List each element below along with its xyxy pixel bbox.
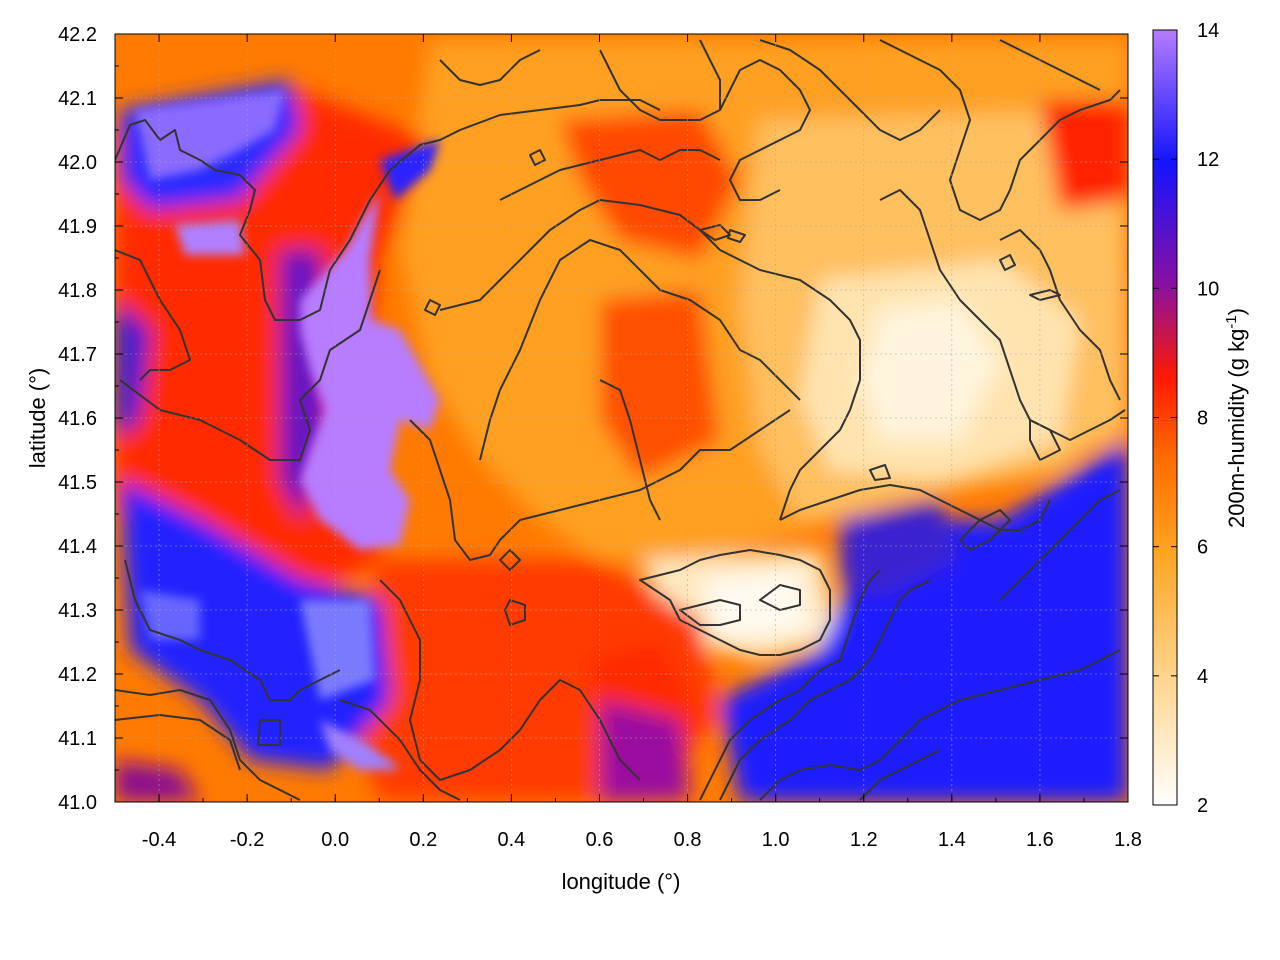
contour-line (529, 149, 546, 166)
y-tick-label: 41.8 (58, 280, 97, 302)
y-tick-label: 41.5 (58, 472, 97, 494)
contour-line (599, 49, 811, 201)
colorbar-label: 200m-humidity (g kg-1) (1223, 308, 1249, 528)
contour-line (1029, 419, 1061, 461)
contour-line (115, 689, 301, 801)
x-tick-label: 0.8 (674, 829, 702, 851)
contour-line (409, 409, 791, 561)
contour-line (379, 579, 641, 781)
colorbar-label-sup: -1 (1223, 315, 1240, 328)
colorbar-tick-label: 2 (1197, 795, 1208, 817)
y-tick-label: 42.0 (58, 152, 97, 174)
contour-line (999, 254, 1016, 271)
contour-line (727, 229, 746, 243)
x-axis: -0.4 -0.2 0.0 0.2 0.4 0.6 0.8 1.0 1.2 1.4 1.6 1.8 (114, 34, 1142, 851)
x-tick-label: 1.8 (1114, 829, 1142, 851)
contour-line (879, 189, 1126, 441)
contour-line (115, 99, 661, 321)
x-tick-label: 0.2 (409, 829, 437, 851)
y-tick-label: 42.2 (58, 24, 97, 46)
contour-line (639, 549, 831, 656)
colorbar-tick-label: 14 (1197, 20, 1219, 42)
contour-line (759, 39, 941, 141)
y-tick-label: 41.9 (58, 216, 97, 238)
x-tick-label: 1.2 (850, 829, 878, 851)
contour-line (699, 39, 721, 110)
contour-line (999, 229, 1121, 401)
colorbar-label-main: 200m-humidity (g kg (1224, 329, 1249, 528)
x-tick-label: 1.0 (762, 829, 790, 851)
contour-line (439, 49, 541, 86)
x-tick-label: 0.6 (586, 829, 614, 851)
contour-line (999, 39, 1101, 91)
contour-line (499, 549, 521, 571)
y-tick-label: 41.2 (58, 664, 97, 686)
contour-lines (115, 39, 1126, 801)
contour-line (699, 224, 731, 241)
contour-line (959, 509, 1011, 551)
contour-line (999, 489, 1121, 601)
colorbar-tick-label: 12 (1197, 149, 1219, 171)
contour-line (115, 714, 241, 771)
y-tick-label: 42.1 (58, 88, 97, 110)
x-tick-label: 0.4 (497, 829, 525, 851)
y-axis-label: latitude (°) (25, 368, 50, 469)
x-axis-label: longitude (°) (562, 869, 681, 894)
contour-line (879, 39, 1121, 221)
contour-line (119, 269, 381, 461)
contour-line (257, 719, 281, 746)
contour-line (439, 199, 861, 521)
contour-line (779, 484, 1051, 531)
colorbar-tick-label: 8 (1197, 408, 1208, 430)
contour-line (699, 569, 881, 801)
contour-line (504, 599, 526, 626)
contour-line (869, 464, 891, 481)
y-tick-label: 41.3 (58, 600, 97, 622)
y-tick-label: 41.6 (58, 408, 97, 430)
y-tick-label: 41.0 (58, 792, 97, 814)
contour-line (479, 239, 801, 461)
contour-line (599, 379, 661, 521)
contour-line (759, 584, 801, 611)
colorbar-axis: 2 4 6 8 10 12 14 (1153, 20, 1219, 817)
x-tick-label: 1.4 (938, 829, 966, 851)
colorbar-tick-label: 10 (1197, 278, 1219, 300)
x-tick-label: 0.0 (321, 829, 349, 851)
y-tick-label: 41.1 (58, 728, 97, 750)
contour-line (679, 599, 741, 626)
contour-line (115, 249, 191, 381)
contour-line (424, 299, 441, 316)
colorbar-label-suffix: ) (1224, 308, 1249, 315)
y-axis: 41.0 41.1 41.2 41.3 41.4 41.5 41.6 41.7 41.8 41.9… (58, 24, 1128, 814)
contour-line (339, 699, 461, 801)
x-tick-label: -0.4 (142, 829, 176, 851)
contour-line (499, 149, 721, 201)
contour-line (859, 749, 941, 801)
contour-line (124, 559, 341, 701)
x-tick-label: -0.2 (230, 829, 264, 851)
y-tick-label: 41.7 (58, 344, 97, 366)
contour-line (719, 579, 931, 801)
x-tick-label: 1.6 (1026, 829, 1054, 851)
colorbar-tick-label: 6 (1197, 537, 1208, 559)
y-tick-label: 41.4 (58, 536, 97, 558)
colorbar-tick-label: 4 (1197, 666, 1208, 688)
